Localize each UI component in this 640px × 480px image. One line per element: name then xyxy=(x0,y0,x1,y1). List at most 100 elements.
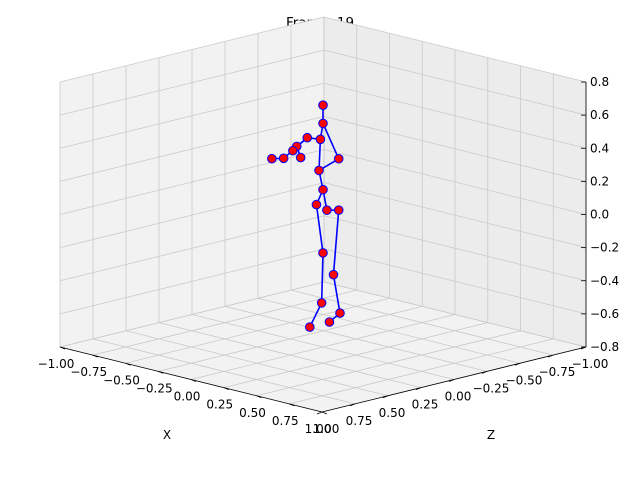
x-tick-mark xyxy=(256,395,262,399)
vertical-tick-label: −0.8 xyxy=(590,340,619,354)
grid-line xyxy=(125,330,389,397)
tick-labels: −1.00−0.75−0.50−0.250.000.250.500.751.00… xyxy=(38,75,620,436)
grid-line xyxy=(323,82,587,149)
z-tick-mark xyxy=(316,411,323,415)
grid-line xyxy=(59,215,325,282)
joint-point xyxy=(302,132,313,143)
vertical-tick-label: −0.2 xyxy=(590,241,619,255)
grid-line xyxy=(323,149,587,215)
bone-line xyxy=(332,210,340,275)
grid-line xyxy=(323,248,587,315)
joint-point xyxy=(267,153,277,164)
grid-line xyxy=(59,182,325,249)
grid-line xyxy=(323,215,587,282)
z-tick-label: −0.25 xyxy=(473,381,510,395)
grid-line xyxy=(323,182,587,249)
z-tick-mark xyxy=(547,354,554,358)
joint-point xyxy=(318,248,328,258)
grid-line xyxy=(59,49,325,116)
x-tick-label: 0.25 xyxy=(206,398,233,412)
joint-point xyxy=(333,153,344,164)
x-tick-label: −0.50 xyxy=(103,373,140,387)
bone-line xyxy=(332,274,341,314)
joint-point xyxy=(318,100,328,110)
grid-line xyxy=(224,305,488,372)
bone-line xyxy=(322,123,340,160)
bone-line xyxy=(315,204,324,253)
vertical-tick-label: 0.2 xyxy=(590,174,609,188)
x-tick-mark xyxy=(289,403,295,407)
grid-line xyxy=(290,289,554,356)
bone-line xyxy=(320,252,324,303)
z-tick-label: 0.00 xyxy=(445,390,472,404)
vertical-tick-label: 0.0 xyxy=(590,208,609,222)
joint-point xyxy=(305,322,315,332)
joint-point xyxy=(324,317,335,327)
joint-point xyxy=(322,205,332,215)
grid-line xyxy=(92,338,356,405)
grid-line xyxy=(257,297,521,364)
joint-point xyxy=(316,298,327,308)
x-tick-mark xyxy=(321,411,328,415)
grid-line xyxy=(191,314,455,380)
joint-point xyxy=(328,269,339,280)
axis-labels: X Z xyxy=(163,428,495,442)
joint-point xyxy=(315,134,326,145)
joint-point xyxy=(278,153,289,164)
grid-line xyxy=(59,115,325,182)
grid-line xyxy=(323,49,587,116)
grid-line xyxy=(323,281,587,348)
skeleton-joints xyxy=(267,100,345,332)
x-tick-label: −0.25 xyxy=(136,381,173,395)
z-tick-label: 0.75 xyxy=(346,414,373,428)
grid-line xyxy=(59,82,325,149)
z-tick-label: 0.50 xyxy=(379,406,406,420)
x-tick-mark xyxy=(190,379,197,382)
x-tick-label: 0.50 xyxy=(239,406,266,420)
joint-point xyxy=(318,184,328,195)
joint-point xyxy=(335,308,345,318)
vertical-tick-label: 0.4 xyxy=(590,141,609,155)
z-tick-mark xyxy=(448,379,455,382)
z-tick-label: 1.00 xyxy=(313,422,340,436)
vertical-tick-label: −0.4 xyxy=(590,274,619,288)
grid-line xyxy=(59,16,325,83)
z-tick-label: −0.75 xyxy=(539,365,576,379)
axis-panes xyxy=(60,17,586,412)
vertical-tick-label: 0.6 xyxy=(590,108,609,122)
z-tick-mark xyxy=(349,403,356,407)
vertical-tick-label: −0.6 xyxy=(590,307,619,321)
z-tick-label: 0.25 xyxy=(412,398,439,412)
z-tick-mark xyxy=(481,371,488,374)
vertical-tick-label: 0.8 xyxy=(590,75,609,89)
x-tick-mark xyxy=(223,387,229,390)
z-axis-label: Z xyxy=(487,428,495,442)
joint-point xyxy=(333,205,344,215)
x-tick-label: −0.75 xyxy=(70,365,107,379)
z-tick-mark xyxy=(415,387,422,390)
x-tick-label: 0.75 xyxy=(272,414,299,428)
z-tick-label: −0.50 xyxy=(506,373,543,387)
z-tick-mark xyxy=(382,395,389,399)
x-tick-label: 0.00 xyxy=(174,390,201,404)
x-tick-mark xyxy=(158,371,164,374)
x-tick-mark xyxy=(59,346,66,350)
z-tick-mark xyxy=(514,362,521,366)
x-tick-label: −1.00 xyxy=(38,357,75,371)
grid-line xyxy=(59,248,325,315)
bone-line xyxy=(318,139,322,171)
joint-point xyxy=(318,118,328,129)
joint-point xyxy=(295,152,306,163)
grid-line xyxy=(158,322,422,389)
x-tick-mark xyxy=(92,354,98,358)
joint-point xyxy=(311,199,322,210)
grid-line xyxy=(59,281,325,348)
grid-line xyxy=(323,16,587,83)
x-tick-label: 1.00 xyxy=(305,422,332,436)
x-axis-label: X xyxy=(163,428,171,442)
grid-line xyxy=(323,115,587,182)
joint-point xyxy=(314,165,324,176)
x-tick-mark xyxy=(125,362,131,366)
joint-point xyxy=(288,145,298,156)
